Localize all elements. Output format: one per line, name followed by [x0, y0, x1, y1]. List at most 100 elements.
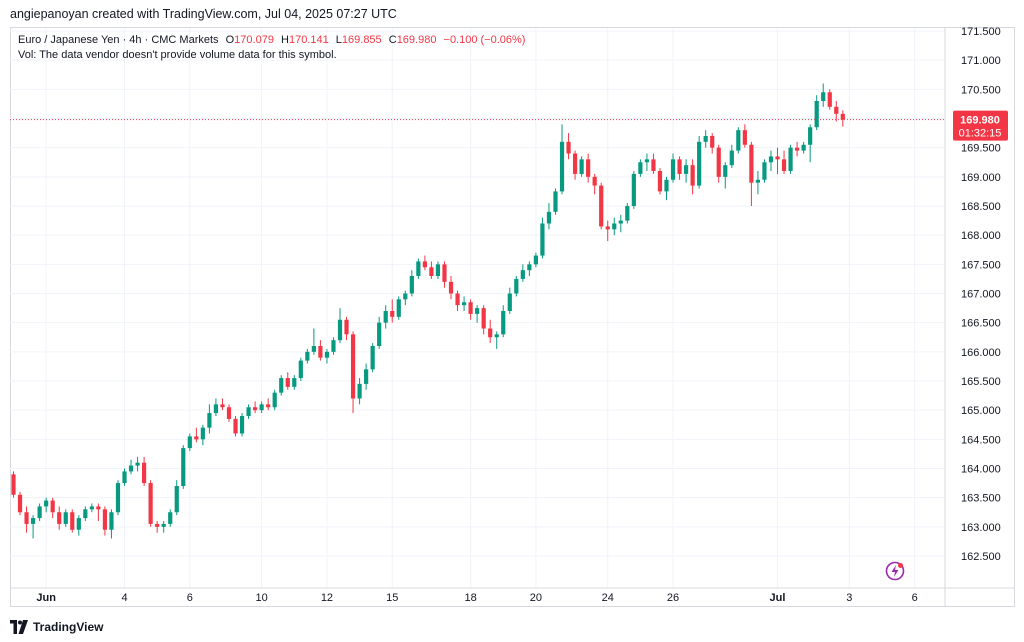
candle	[723, 162, 728, 189]
candle	[651, 153, 656, 174]
footer-brand[interactable]: TradingView	[10, 618, 103, 636]
candle-body	[553, 191, 558, 212]
x-tick-label: 15	[386, 592, 398, 604]
candle-body	[416, 261, 421, 276]
y-tick-label: 171.000	[961, 55, 1001, 67]
candle-body	[89, 506, 94, 510]
candle-body	[135, 462, 140, 466]
lightning-bolt-icon[interactable]	[885, 561, 905, 581]
candle-body	[181, 448, 186, 486]
candle-body	[533, 255, 538, 265]
candle-body	[625, 206, 630, 221]
candle-body	[305, 351, 310, 361]
candle-body	[572, 153, 578, 174]
candle-body	[37, 506, 42, 519]
x-tick-label: 12	[321, 592, 333, 604]
candle	[155, 521, 160, 533]
candle-body	[364, 369, 369, 384]
candle	[762, 159, 767, 183]
candle	[50, 497, 55, 519]
candle-body	[781, 159, 787, 171]
candle	[292, 375, 297, 390]
candle-body	[834, 106, 839, 114]
candle	[409, 270, 414, 297]
candle-body	[44, 500, 49, 507]
y-tick-label: 164.000	[961, 464, 1001, 476]
candle	[566, 133, 571, 160]
candle	[592, 173, 597, 195]
y-tick-label: 163.500	[961, 493, 1001, 505]
close-value: 169.980	[396, 34, 437, 46]
candle-body	[409, 276, 414, 294]
candle-body	[697, 141, 702, 186]
candle	[246, 404, 251, 419]
y-tick-label: 165.500	[961, 376, 1001, 388]
x-tick-label: Jul	[770, 592, 786, 604]
y-tick-label: 162.500	[961, 551, 1001, 563]
y-tick-label: 168.000	[961, 230, 1001, 242]
candle	[801, 141, 806, 154]
candle	[755, 171, 761, 195]
x-tick-label: 18	[464, 592, 476, 604]
x-tick-label: 4	[121, 592, 127, 604]
candle-body	[148, 483, 153, 524]
candle-body	[377, 322, 382, 346]
candle-body	[566, 141, 571, 154]
candle	[226, 404, 232, 422]
candle-body	[102, 509, 108, 530]
candle-body	[142, 462, 147, 484]
candle	[168, 509, 173, 527]
candle	[396, 296, 401, 320]
candle-body	[383, 311, 388, 323]
candle	[370, 343, 375, 373]
candle	[808, 124, 813, 163]
candle-body	[396, 299, 401, 317]
candle	[344, 316, 349, 341]
candle	[638, 159, 643, 177]
candle	[572, 150, 578, 180]
candle	[318, 340, 323, 361]
candle	[174, 480, 179, 516]
candle-body	[285, 378, 290, 387]
candle-body	[546, 211, 552, 224]
price-change: −0.100 (−0.06%)	[443, 34, 526, 46]
candle-body	[390, 311, 395, 317]
candle	[357, 378, 362, 405]
candle-body	[194, 436, 199, 440]
candle-body	[677, 159, 682, 174]
candle-body	[17, 494, 23, 513]
candle	[442, 261, 447, 288]
candle-body	[174, 486, 179, 513]
candle	[44, 497, 49, 513]
candle	[213, 398, 219, 416]
candle-body	[768, 156, 774, 163]
candle	[253, 401, 258, 414]
candle-body	[337, 319, 343, 341]
candle-body	[96, 506, 101, 510]
candle-body	[24, 512, 29, 524]
candle	[729, 144, 734, 169]
candle	[279, 375, 284, 396]
chart-area[interactable]	[10, 27, 1015, 607]
candle-body	[827, 92, 832, 107]
x-tick-label: 6	[912, 592, 918, 604]
candle-body	[514, 278, 519, 294]
candle	[337, 308, 343, 344]
candle-body	[683, 165, 689, 174]
y-tick-label: 168.500	[961, 201, 1001, 213]
candle-body	[481, 308, 486, 329]
candle-body	[494, 334, 499, 338]
candle	[625, 203, 630, 224]
candle	[821, 83, 826, 107]
candle	[63, 509, 68, 527]
candle-body	[213, 404, 219, 414]
candle	[749, 141, 754, 206]
tradingview-logo-icon	[10, 620, 28, 634]
candle-body	[821, 92, 826, 101]
candle-body	[749, 144, 754, 183]
symbol-title[interactable]: Euro / Japanese Yen · 4h · CMC Markets	[18, 34, 219, 46]
candle	[416, 258, 421, 279]
candle	[501, 305, 506, 338]
candle	[670, 153, 676, 183]
